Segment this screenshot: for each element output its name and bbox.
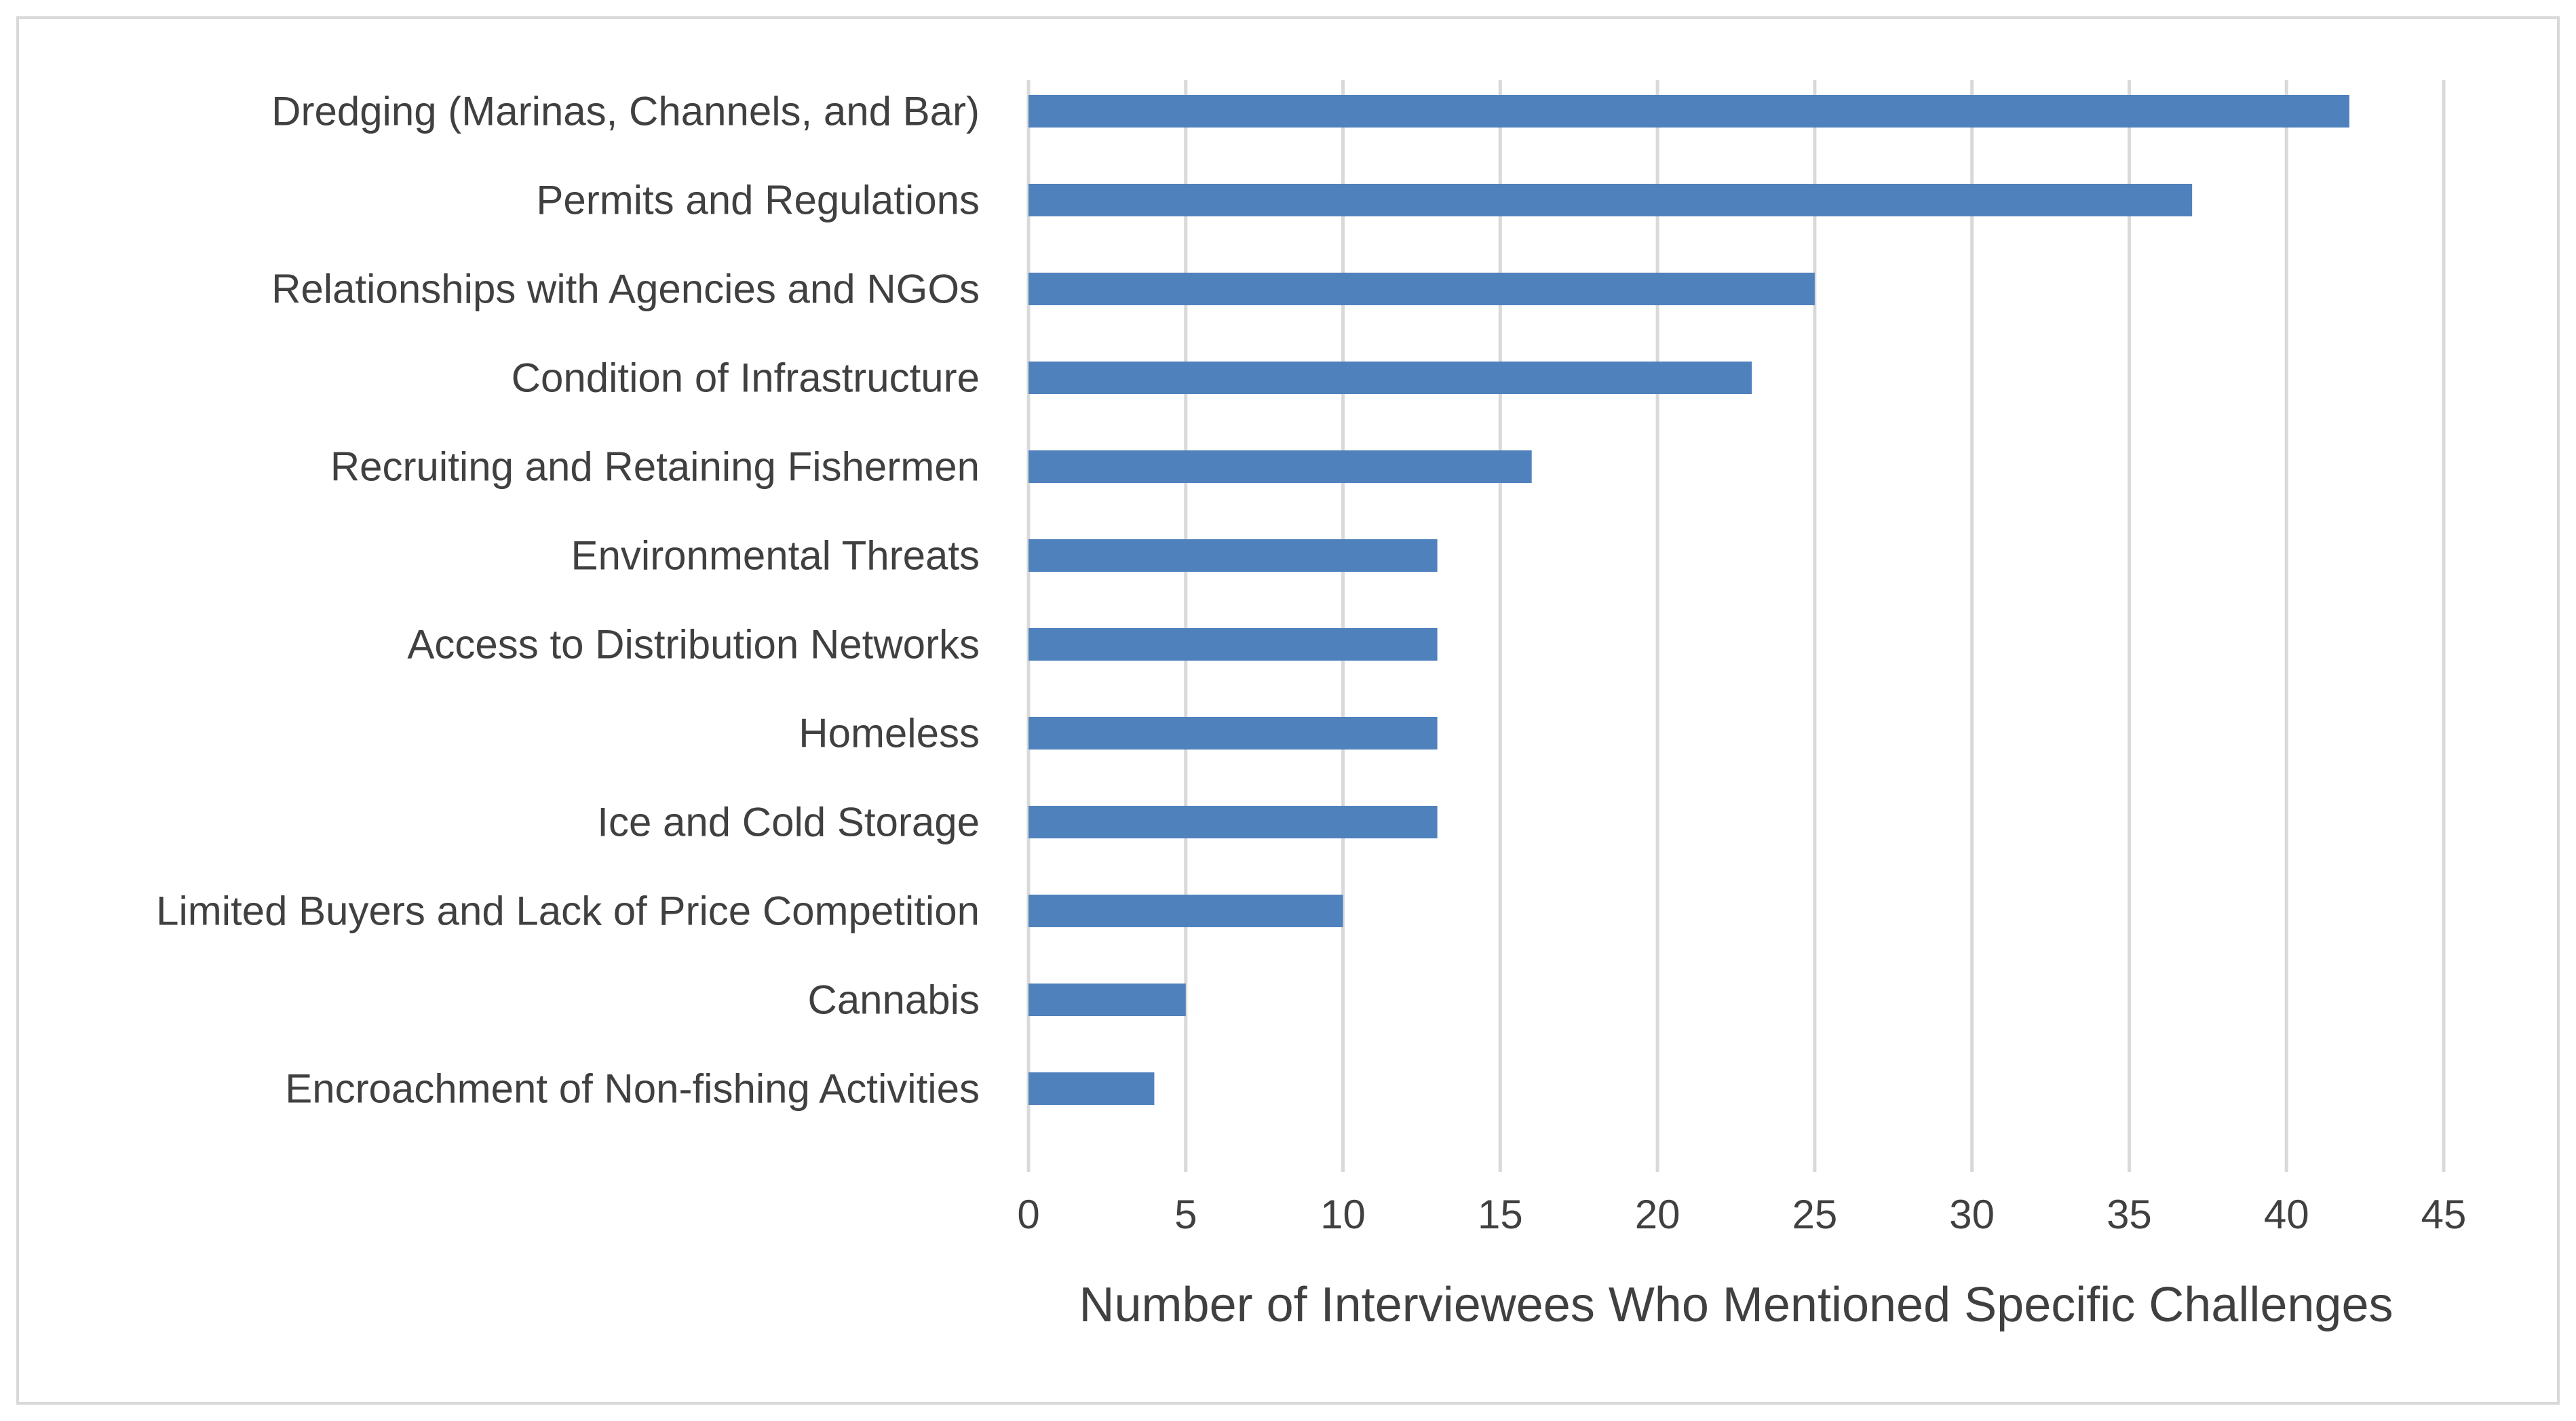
x-tick-label: 45 [2421, 1192, 2467, 1237]
x-tick-labels: 0 5 10 15 20 25 30 35 40 45 [1017, 1192, 2466, 1237]
category-label: Relationships with Agencies and NGOs [271, 267, 980, 312]
bar [1029, 273, 1815, 305]
x-tick-label: 25 [1792, 1192, 1838, 1237]
x-tick-label: 30 [1949, 1192, 1995, 1237]
bar [1029, 717, 1438, 750]
category-label: Encroachment of Non-fishing Activities [285, 1066, 980, 1112]
bar [1029, 628, 1438, 661]
category-label: Ice and Cold Storage [597, 800, 980, 845]
x-tick-label: 10 [1320, 1192, 1366, 1237]
bar [1029, 984, 1186, 1016]
category-label: Access to Distribution Networks [407, 622, 980, 667]
category-label: Condition of Infrastructure [512, 355, 980, 401]
category-label: Cannabis [807, 977, 980, 1023]
x-tick-label: 15 [1478, 1192, 1523, 1237]
category-label: Recruiting and Retaining Fishermen [330, 444, 980, 490]
category-label: Limited Buyers and Lack of Price Competi… [156, 889, 980, 934]
bar [1029, 184, 2193, 216]
bar [1029, 362, 1752, 394]
chart-frame: Dredging (Marinas, Channels, and Bar) Per… [16, 16, 2560, 1405]
bar [1029, 806, 1438, 838]
category-label: Homeless [799, 711, 980, 756]
category-label: Dredging (Marinas, Channels, and Bar) [271, 89, 980, 134]
x-tick-label: 20 [1635, 1192, 1680, 1237]
bar [1029, 450, 1532, 483]
category-label: Environmental Threats [571, 533, 980, 579]
bar [1029, 539, 1438, 572]
bar-chart: Dredging (Marinas, Channels, and Bar) Per… [156, 80, 2466, 1332]
category-labels: Dredging (Marinas, Channels, and Bar) Per… [156, 89, 980, 1112]
bar [1029, 895, 1343, 927]
gridlines [1026, 80, 2446, 1172]
x-tick-label: 40 [2264, 1192, 2309, 1237]
x-tick-label: 5 [1174, 1192, 1197, 1237]
category-label: Permits and Regulations [536, 178, 980, 223]
x-tick-label: 0 [1017, 1192, 1039, 1237]
bar [1029, 95, 2349, 128]
bars [1029, 95, 2349, 1105]
bar [1029, 1072, 1155, 1105]
x-tick-label: 35 [2107, 1192, 2152, 1237]
x-axis-title: Number of Interviewees Who Mentioned Spe… [1079, 1278, 2394, 1332]
